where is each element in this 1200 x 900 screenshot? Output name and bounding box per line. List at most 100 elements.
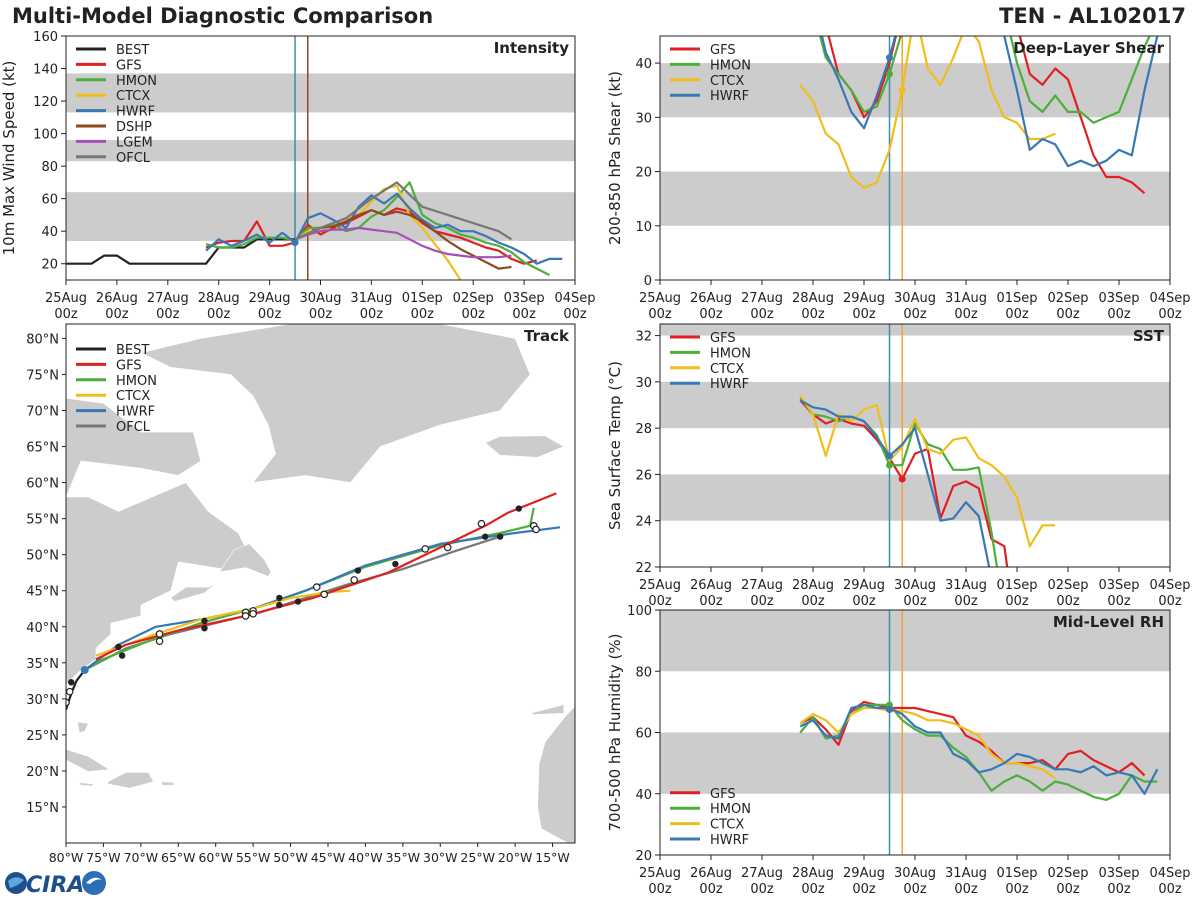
y-tick-label: 40 [41, 225, 58, 240]
lat-tick-label: 30°N [26, 693, 59, 708]
legend-label: HMON [710, 58, 751, 73]
legend-label: HWRF [710, 89, 749, 104]
x-tick-sublabel: 00z [852, 882, 876, 897]
y-tick-label: 160 [33, 30, 58, 45]
x-tick-sublabel: 00z [1005, 307, 1029, 322]
shaded-band [66, 192, 575, 241]
lat-tick-label: 20°N [26, 765, 59, 780]
legend-label: CTCX [116, 389, 150, 404]
x-tick-sublabel: 00z [1056, 594, 1080, 609]
shaded-band [660, 63, 1170, 118]
logo-text: CIRA [26, 873, 84, 898]
x-tick-sublabel: 00z [903, 882, 927, 897]
hurricane-swirl-icon [86, 877, 102, 884]
series-line-lgem [294, 226, 512, 259]
legend-label: HWRF [116, 405, 155, 420]
x-tick-sublabel: 00z [954, 882, 978, 897]
x-tick-label: 02Sep [1047, 578, 1088, 593]
x-tick-sublabel: 00z [1107, 594, 1131, 609]
land-shape [161, 781, 175, 786]
legend-label: HWRF [710, 377, 749, 392]
y-axis-label: 10m Max Wind Speed (kt) [0, 61, 18, 256]
current-marker-hwrf [886, 706, 893, 714]
legend-label: GFS [116, 358, 142, 373]
y-tick-label: 60 [41, 193, 58, 208]
series-group [799, 395, 1056, 567]
lon-tick-label: 60°W [198, 850, 233, 865]
x-tick-label: 28Aug [198, 291, 240, 306]
legend-label: HMON [116, 374, 157, 389]
lat-tick-label: 60°N [26, 477, 59, 492]
series-line-best [66, 238, 296, 265]
x-tick-sublabel: 00z [903, 307, 927, 322]
page-title: Multi-Model Diagnostic Comparison [12, 4, 434, 28]
lon-tick-label: 35°W [386, 850, 421, 865]
x-tick-label: 03Sep [1098, 291, 1139, 306]
y-tick-label: 60 [635, 727, 652, 742]
legend-label: CTCX [710, 818, 744, 833]
track-point-open [350, 576, 358, 584]
x-tick-label: 01Sep [996, 291, 1037, 306]
track-point-open [312, 583, 321, 591]
x-tick-sublabel: 00z [750, 594, 774, 609]
track-point-open [155, 637, 164, 645]
lon-tick-label: 80°W [49, 850, 84, 865]
shaded-band [660, 732, 1170, 794]
land-shape [537, 706, 575, 843]
x-tick-label: 27Aug [741, 291, 783, 306]
x-tick-sublabel: 00z [648, 307, 672, 322]
map-group [66, 324, 575, 843]
legend-label: OFCL [116, 420, 151, 435]
track-point-open [241, 612, 250, 620]
track-point-open [421, 545, 430, 553]
y-tick-label: 30 [635, 111, 652, 126]
current-marker-ctcx [898, 86, 906, 94]
x-tick-sublabel: 00z [360, 307, 384, 322]
x-tick-label: 04Sep [1149, 866, 1190, 881]
lat-tick-label: 75°N [26, 368, 59, 383]
lat-tick-label: 15°N [26, 801, 59, 816]
x-tick-sublabel: 00z [1158, 307, 1182, 322]
x-tick-sublabel: 00z [54, 307, 78, 322]
series-group [799, 700, 1159, 802]
x-tick-label: 02Sep [1047, 291, 1088, 306]
x-tick-sublabel: 00z [1005, 882, 1029, 897]
current-marker-hwrf [886, 54, 893, 62]
track-point-filled [496, 533, 504, 540]
series-group [66, 181, 563, 280]
lat-tick-label: 55°N [26, 513, 59, 528]
lon-tick-label: 65°W [161, 850, 196, 865]
legend-label: BEST [116, 343, 149, 358]
legend-label: BEST [116, 43, 149, 58]
shaded-band [66, 73, 575, 113]
x-tick-label: 25Aug [639, 866, 681, 881]
track-point-open [66, 687, 74, 696]
track-line-gfs [95, 492, 557, 661]
lon-tick-label: 15°W [535, 850, 570, 865]
legend-label: HMON [710, 346, 751, 361]
legend-label: CTCX [710, 74, 744, 89]
series-line-hwrf [799, 399, 991, 567]
x-tick-sublabel: 00z [954, 594, 978, 609]
legend-label: GFS [116, 58, 142, 73]
y-tick-label: 22 [635, 561, 652, 576]
current-marker-hmon [886, 461, 893, 469]
y-tick-label: 80 [635, 665, 652, 680]
plot-frame [65, 323, 576, 844]
x-tick-label: 04Sep [554, 291, 595, 306]
storm-id: TEN - AL102017 [999, 4, 1186, 28]
track-point-filled [515, 505, 523, 512]
track-point-filled [481, 533, 489, 540]
legend-label: CTCX [116, 89, 150, 104]
y-tick-label: 100 [33, 128, 58, 143]
x-tick-sublabel: 00z [1056, 882, 1080, 897]
lon-tick-label: 25°W [460, 850, 495, 865]
y-axis-label: 200-850 hPa Shear (kt) [606, 71, 624, 245]
x-tick-label: 30Aug [894, 291, 936, 306]
track-point-filled [276, 594, 283, 602]
x-tick-label: 03Sep [504, 291, 545, 306]
x-tick-label: 04Sep [1149, 578, 1190, 593]
shaded-band [66, 140, 575, 162]
x-tick-sublabel: 00z [801, 594, 825, 609]
